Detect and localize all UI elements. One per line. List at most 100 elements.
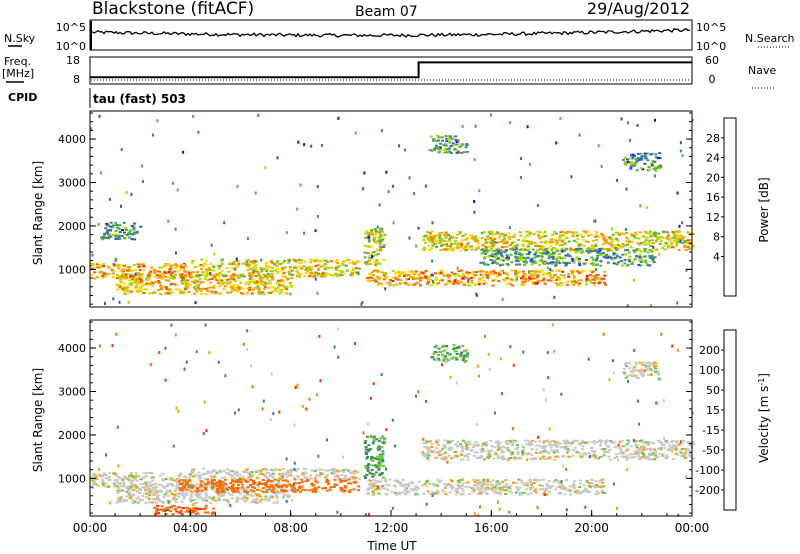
echo-cell bbox=[394, 492, 398, 494]
echo-cell bbox=[363, 171, 366, 175]
echo-cell bbox=[364, 451, 368, 454]
echo-cell bbox=[629, 445, 633, 448]
echo-cell bbox=[215, 273, 219, 276]
echo-cell bbox=[125, 486, 129, 489]
echo-cell bbox=[265, 490, 269, 493]
echo-cell bbox=[151, 501, 154, 504]
echo-cell bbox=[582, 244, 586, 247]
echo-cell bbox=[125, 490, 129, 493]
echo-cell bbox=[454, 493, 458, 496]
echo-cell bbox=[577, 443, 581, 446]
echo-cell bbox=[261, 479, 265, 481]
echo-cell bbox=[101, 275, 105, 277]
echo-cell bbox=[131, 275, 135, 278]
echo-cell bbox=[592, 270, 595, 273]
echo-cell bbox=[366, 252, 370, 255]
echo-cell bbox=[321, 264, 325, 266]
echo-cell bbox=[480, 488, 484, 490]
echo-cell bbox=[171, 274, 175, 277]
echo-cell bbox=[116, 476, 120, 479]
echo-cell bbox=[638, 254, 642, 257]
echo-cell bbox=[510, 457, 514, 460]
echo-cell bbox=[554, 238, 557, 241]
echo-cell bbox=[676, 191, 679, 195]
echo-cell bbox=[254, 470, 258, 473]
echo-cell bbox=[253, 487, 257, 489]
echo-cell bbox=[137, 500, 141, 503]
echo-cell bbox=[577, 272, 581, 275]
echo-cell bbox=[548, 241, 552, 244]
echo-cell bbox=[364, 448, 368, 451]
echo-cell bbox=[443, 446, 447, 449]
echo-cell bbox=[505, 277, 509, 279]
echo-cell bbox=[519, 234, 523, 237]
echo-cell bbox=[653, 166, 657, 169]
echo-cell bbox=[540, 488, 544, 491]
echo-cell bbox=[580, 250, 584, 253]
echo-cell bbox=[519, 479, 523, 482]
echo-cell bbox=[270, 474, 274, 477]
echo-cell bbox=[148, 283, 152, 286]
echo-cell bbox=[571, 454, 575, 457]
echo-cell bbox=[509, 457, 512, 459]
echo-cell bbox=[313, 275, 317, 278]
echo-cell bbox=[451, 486, 455, 488]
echo-cell bbox=[502, 250, 506, 253]
echo-cell bbox=[349, 482, 353, 485]
y-tick-label: 2000 bbox=[58, 220, 86, 233]
echo-cell bbox=[440, 489, 444, 492]
echo-cell bbox=[193, 499, 197, 501]
echo-cell bbox=[495, 241, 499, 244]
echo-cell bbox=[91, 475, 95, 478]
echo-cell bbox=[486, 263, 490, 266]
echo-cell bbox=[626, 263, 630, 266]
echo-cell bbox=[307, 266, 311, 269]
echo-cell bbox=[650, 152, 654, 155]
echo-cell bbox=[563, 249, 566, 252]
echo-cell bbox=[128, 491, 132, 494]
echo-cell bbox=[426, 490, 430, 493]
echo-cell bbox=[640, 155, 644, 158]
echo-cell bbox=[689, 233, 693, 235]
echo-cell bbox=[647, 166, 651, 168]
echo-cell bbox=[549, 268, 552, 272]
echo-cell bbox=[447, 454, 451, 457]
echo-cell bbox=[492, 252, 495, 255]
echo-cell bbox=[578, 491, 582, 493]
echo-cell bbox=[354, 131, 357, 135]
echo-cell bbox=[646, 251, 650, 254]
echo-cell bbox=[172, 277, 176, 280]
echo-cell bbox=[593, 485, 597, 488]
echo-cell bbox=[246, 485, 250, 488]
echo-cell bbox=[256, 493, 260, 496]
echo-cell bbox=[105, 236, 109, 239]
echo-cell bbox=[554, 479, 558, 481]
echo-cell bbox=[588, 279, 592, 282]
echo-cell bbox=[672, 236, 676, 239]
echo-cell bbox=[174, 485, 178, 488]
echo-cell bbox=[347, 482, 351, 485]
echo-cell bbox=[532, 273, 536, 276]
echo-cell bbox=[245, 260, 249, 263]
velocity-echo-data bbox=[91, 323, 695, 517]
echo-cell bbox=[548, 240, 552, 243]
echo-cell bbox=[470, 245, 473, 248]
echo-cell bbox=[675, 234, 679, 237]
echo-cell bbox=[318, 260, 322, 263]
echo-cell bbox=[351, 470, 355, 473]
echo-cell bbox=[408, 176, 411, 180]
echo-cell bbox=[271, 476, 275, 479]
echo-cell bbox=[254, 191, 257, 195]
echo-cell bbox=[270, 494, 274, 497]
echo-cell bbox=[264, 262, 268, 265]
echo-cell bbox=[285, 484, 289, 487]
echo-cell bbox=[545, 248, 548, 251]
echo-cell bbox=[383, 487, 387, 490]
echo-cell bbox=[154, 498, 158, 501]
echo-cell bbox=[486, 238, 490, 240]
echo-cell bbox=[336, 262, 340, 265]
echo-cell bbox=[470, 279, 474, 282]
echo-cell bbox=[467, 279, 470, 283]
echo-cell bbox=[660, 449, 664, 452]
echo-cell bbox=[614, 253, 618, 256]
